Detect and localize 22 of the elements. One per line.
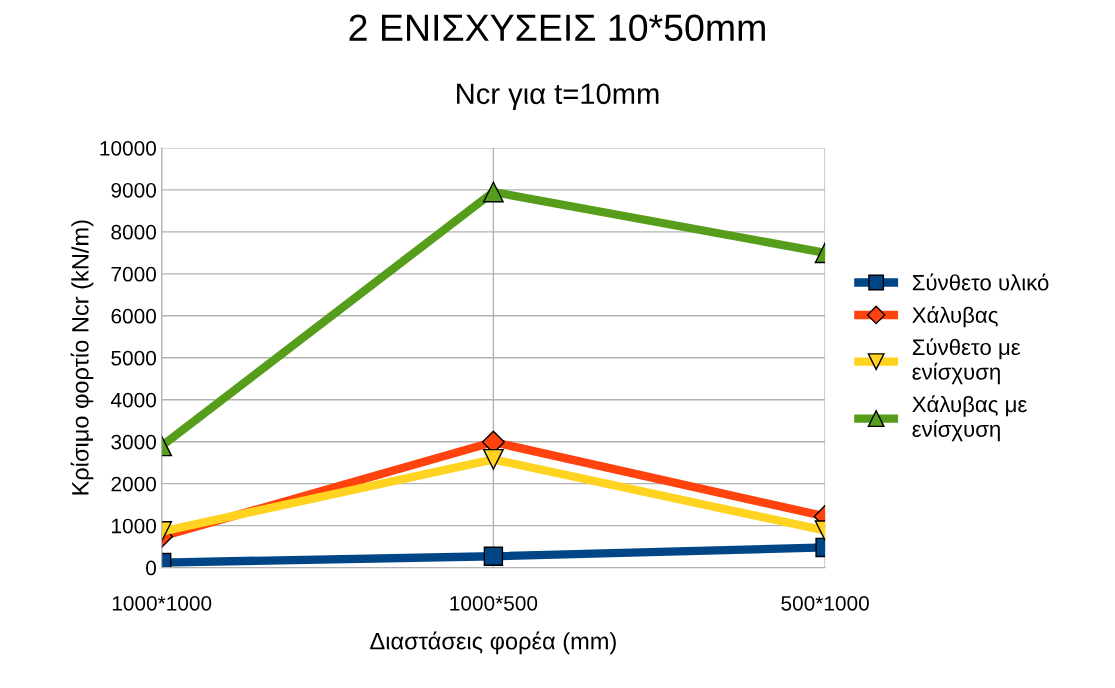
- y-tick-label: 7000: [111, 266, 156, 282]
- y-tick-label: 9000: [111, 182, 156, 198]
- y-tick-label: 1000: [112, 518, 156, 534]
- legend-label: Χάλυβας: [912, 306, 998, 328]
- chart-title: 2 ΕΝΙΣΧΥΣΕΙΣ 10*50mm: [349, 14, 765, 42]
- x-axis-title: Διαστάσεις φορέα (mm): [370, 631, 616, 655]
- y-tick-label: 6000: [111, 308, 156, 324]
- y-tick-label: 3000: [111, 434, 156, 450]
- legend-label: Χάλυβας με ενίσχυση: [912, 395, 1027, 442]
- y-tick-label: 8000: [111, 224, 156, 240]
- y-tick-label: 2000: [111, 476, 156, 492]
- y-tick-label: 10000: [100, 140, 156, 156]
- y-tick-label: 4000: [110, 392, 156, 408]
- x-tick-label: 500*1000: [781, 595, 869, 611]
- y-tick-label: 0: [146, 560, 156, 576]
- chart-subtitle: Ncr για t=10mm: [457, 83, 659, 110]
- y-tick-label: 5000: [111, 350, 156, 366]
- legend-label: Σύνθετο υλικό: [912, 273, 1049, 291]
- y-axis-title: Κρίσιμο φορτίο Ncr (kN/m): [70, 220, 94, 495]
- x-tick-label: 1000*500: [450, 595, 538, 611]
- legend-label: Σύνθετο με ενίσχυση: [912, 338, 1021, 385]
- x-tick-label: 1000*1000: [112, 595, 212, 611]
